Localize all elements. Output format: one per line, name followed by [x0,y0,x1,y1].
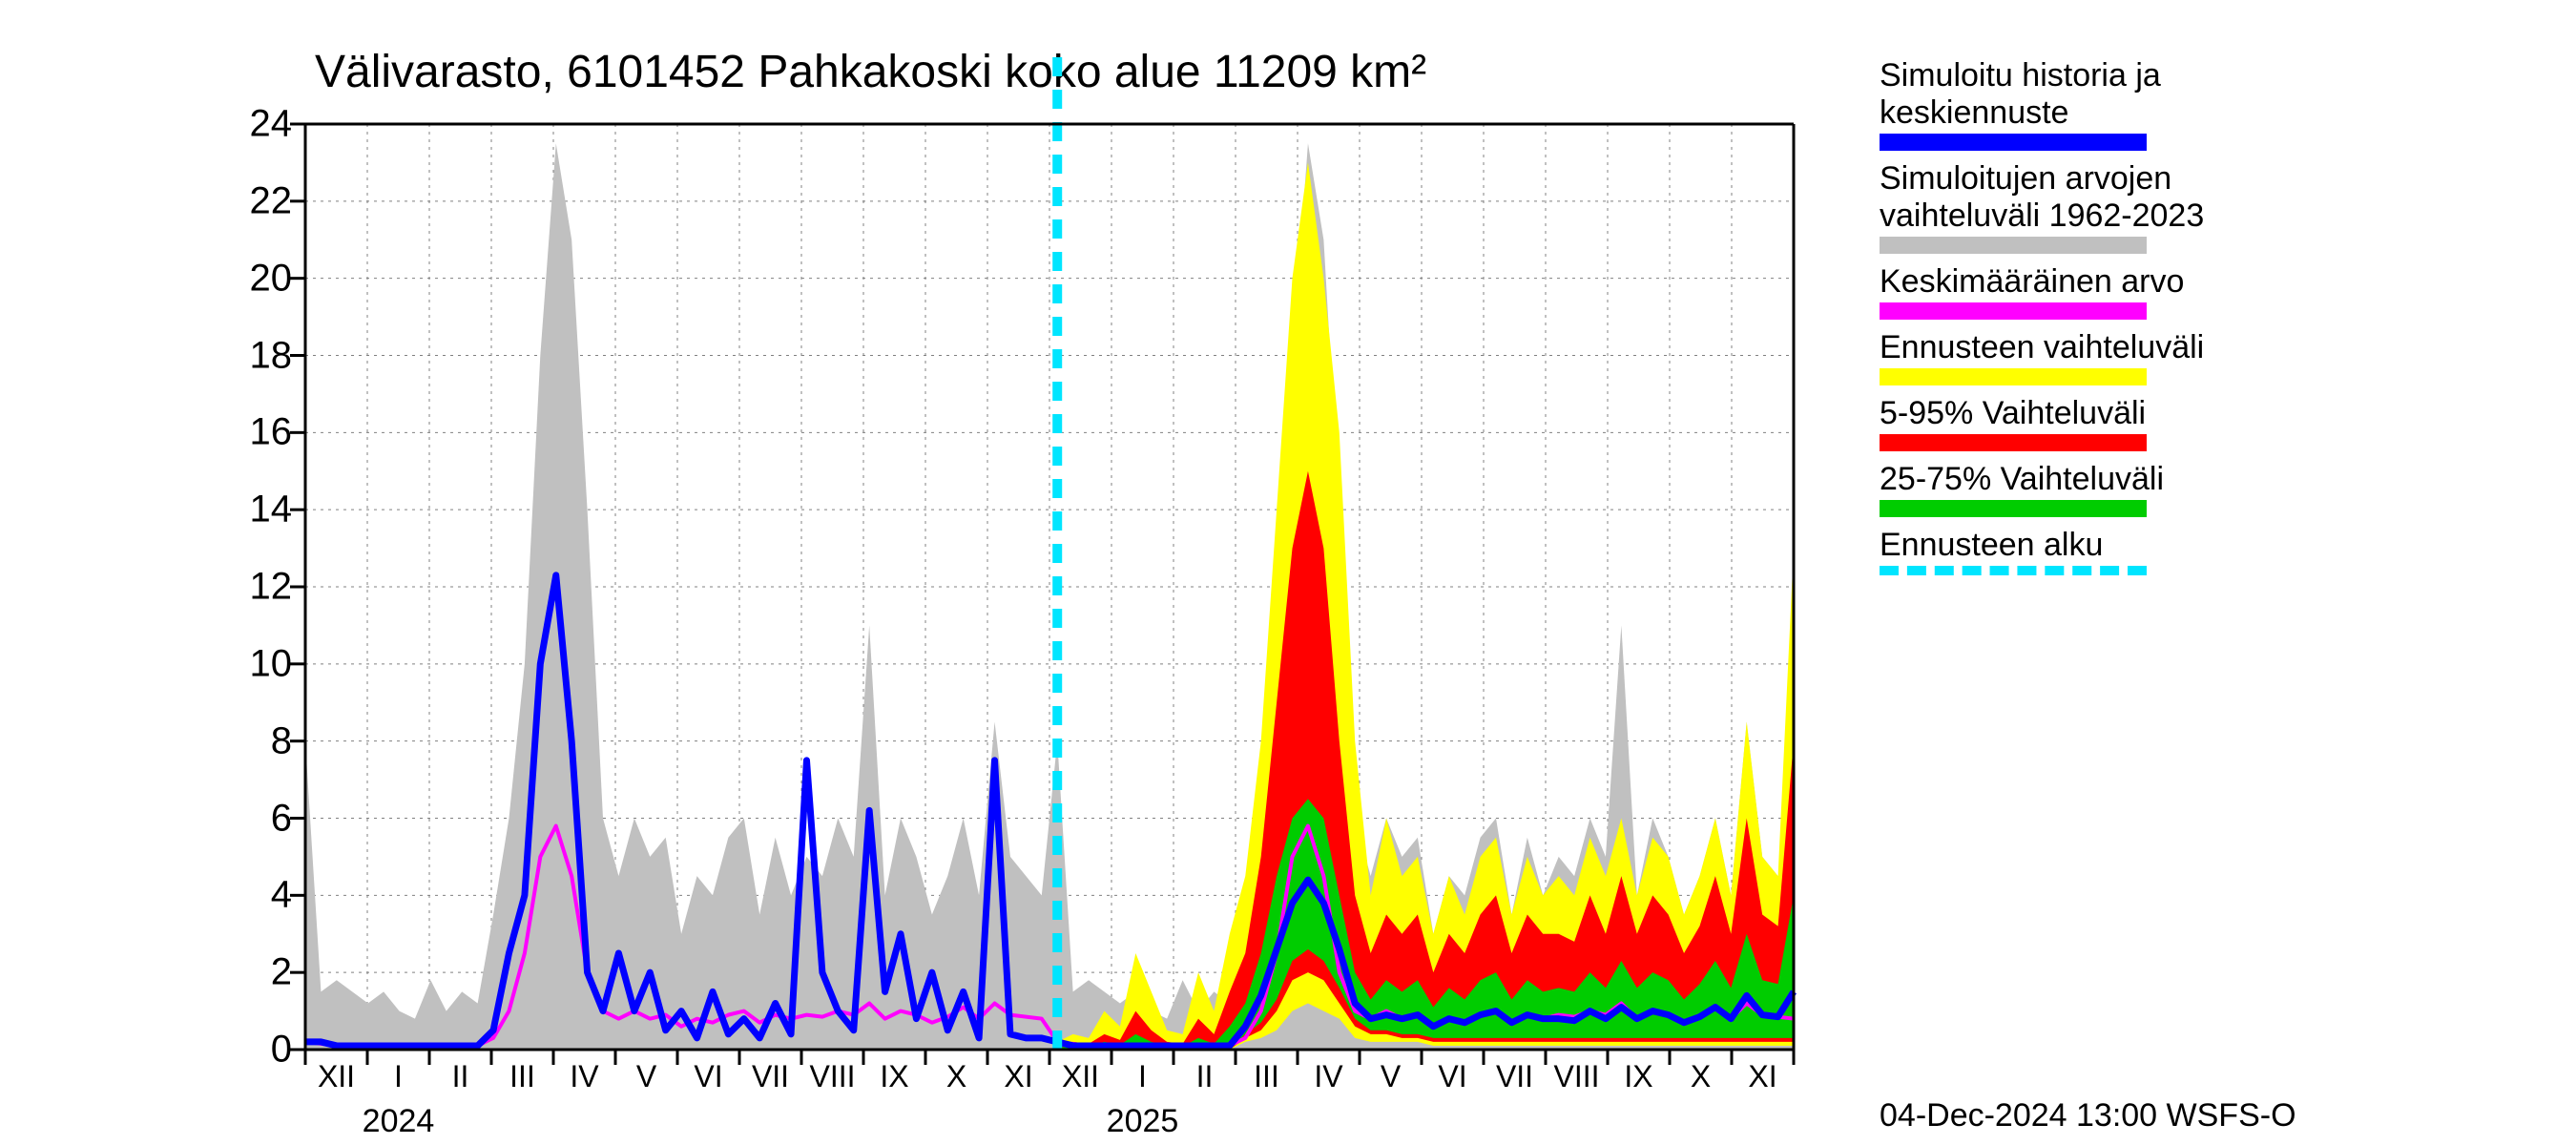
x-tick-label: X [1691,1059,1711,1094]
x-tick-label: III [509,1059,535,1094]
y-tick-label: 14 [250,489,293,531]
y-tick-label: 12 [250,566,293,609]
x-tick-label: IX [880,1059,908,1094]
legend-swatch [1880,302,2147,320]
plot-area: 024681012141618202224XIIIIIIIIIVVVIVIIVI… [305,124,1794,1050]
legend-text: 25-75% Vaihteluväli [1880,461,2204,498]
legend-item: Ennusteen alku [1880,527,2204,575]
legend-text: Simuloitujen arvojen [1880,160,2204,198]
y-tick-label: 6 [271,797,292,840]
x-tick-label: VIII [1553,1059,1599,1094]
x-tick-label: I [394,1059,403,1094]
legend-swatch [1880,237,2147,254]
legend-item: Simuloitu historia jakeskiennuste [1880,57,2204,151]
legend-swatch [1880,134,2147,151]
x-tick-label: V [1381,1059,1401,1094]
legend-item: Simuloitujen arvojenvaihteluväli 1962-20… [1880,160,2204,254]
x-tick-label: IX [1624,1059,1652,1094]
x-tick-label: XI [1004,1059,1032,1094]
x-tick-label: VII [752,1059,789,1094]
legend-swatch [1880,500,2147,517]
x-tick-label: XII [1062,1059,1099,1094]
x-tick-label: III [1254,1059,1279,1094]
legend-text: vaihteluväli 1962-2023 [1880,198,2204,235]
x-year-label: 2025 [1107,1103,1179,1140]
legend-item: 25-75% Vaihteluväli [1880,461,2204,517]
legend-text: Simuloitu historia ja [1880,57,2204,94]
legend-text: Ennusteen vaihteluväli [1880,329,2204,366]
y-tick-label: 0 [271,1029,292,1072]
chart-title: Välivarasto, 6101452 Pahkakoski koko alu… [315,46,1426,98]
y-tick-label: 22 [250,179,293,222]
y-tick-label: 2 [271,951,292,994]
x-year-label: 2024 [363,1103,435,1140]
x-tick-label: IV [570,1059,598,1094]
y-tick-label: 24 [250,103,293,146]
x-tick-label: I [1138,1059,1147,1094]
y-tick-label: 4 [271,874,292,917]
chart-figure: Välivarasto / Subsurface storage mm Väli… [0,0,2576,1145]
x-tick-label: VII [1496,1059,1533,1094]
x-tick-label: V [636,1059,656,1094]
legend-text: 5-95% Vaihteluväli [1880,395,2204,432]
y-tick-label: 18 [250,334,293,377]
x-tick-label: XI [1748,1059,1776,1094]
legend-text: keskiennuste [1880,94,2204,132]
legend-swatch [1880,434,2147,451]
legend-item: 5-95% Vaihteluväli [1880,395,2204,451]
legend-swatch [1880,566,2147,575]
y-tick-label: 20 [250,257,293,300]
legend-text: Keskimääräinen arvo [1880,263,2204,301]
y-tick-label: 10 [250,642,293,685]
x-tick-label: IV [1314,1059,1342,1094]
legend: Simuloitu historia jakeskiennusteSimuloi… [1880,57,2204,585]
timestamp-label: 04-Dec-2024 13:00 WSFS-O [1880,1097,2296,1135]
legend-item: Ennusteen vaihteluväli [1880,329,2204,385]
y-tick-label: 16 [250,411,293,454]
y-tick-label: 8 [271,719,292,762]
x-tick-label: VIII [809,1059,855,1094]
legend-swatch [1880,368,2147,385]
x-tick-label: VI [694,1059,722,1094]
x-tick-label: VI [1438,1059,1466,1094]
x-tick-label: II [452,1059,469,1094]
x-tick-label: XII [318,1059,355,1094]
x-tick-label: X [946,1059,966,1094]
legend-text: Ennusteen alku [1880,527,2204,564]
x-tick-label: II [1196,1059,1214,1094]
legend-item: Keskimääräinen arvo [1880,263,2204,320]
